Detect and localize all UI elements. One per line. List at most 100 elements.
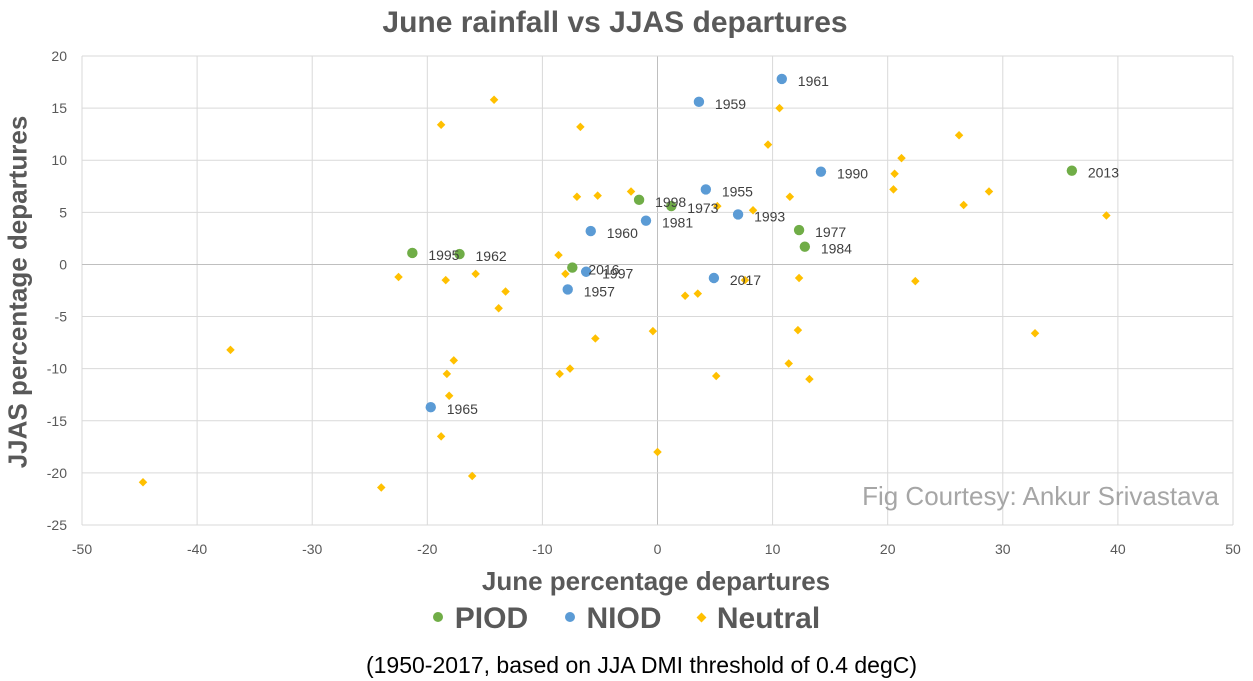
point-neutral <box>897 153 906 163</box>
point-neutral <box>984 187 994 196</box>
y-tick-label: -20 <box>47 465 67 481</box>
point-neutral <box>711 371 721 381</box>
x-tick-label: 10 <box>765 541 781 557</box>
point-neutral <box>441 275 450 285</box>
point-neutral <box>959 200 968 210</box>
point-neutral <box>793 325 803 335</box>
point-label-2013: 2013 <box>1088 165 1119 181</box>
y-tick-label: 20 <box>51 48 67 64</box>
data-points <box>138 73 1111 492</box>
y-tick-label: -5 <box>55 309 68 325</box>
point-neutral <box>494 303 503 313</box>
point-neutral <box>436 432 446 441</box>
point-neutral <box>890 169 899 179</box>
x-tick-label: -40 <box>187 541 207 557</box>
point-neutral <box>377 483 386 492</box>
chart-title: June rainfall vs JJAS departures <box>382 6 848 39</box>
point-label-1995: 1995 <box>428 247 459 263</box>
point-neutral <box>653 447 662 457</box>
point-neutral <box>226 345 235 355</box>
point-niod <box>732 209 744 220</box>
x-tick-label: -30 <box>302 541 322 557</box>
chart-legend: PIOD NIOD Neutral <box>0 602 1253 636</box>
point-niod <box>425 402 436 413</box>
point-neutral <box>593 191 602 200</box>
point-neutral <box>763 140 773 149</box>
point-neutral <box>784 359 793 368</box>
point-neutral <box>626 187 636 196</box>
point-niod <box>708 272 720 284</box>
point-label-1957: 1957 <box>584 283 615 299</box>
legend-marker-piod <box>432 612 443 623</box>
legend-marker-niod <box>564 612 575 623</box>
point-label-1984: 1984 <box>821 241 852 257</box>
point-neutral <box>785 192 795 201</box>
point-neutral <box>740 275 750 285</box>
chart-footnote: (1950-2017, based on JJA DMI threshold o… <box>365 652 918 678</box>
y-tick-label: 10 <box>51 152 67 168</box>
grid-lines <box>81 55 1234 526</box>
point-piod <box>454 248 465 260</box>
y-tick-label: 0 <box>59 256 67 272</box>
point-neutral <box>394 272 403 282</box>
point-neutral <box>576 122 585 132</box>
point-piod <box>1066 165 1078 176</box>
point-neutral <box>436 120 446 130</box>
legend-item-neutral: Neutral <box>696 602 820 636</box>
point-neutral <box>794 273 804 283</box>
point-neutral <box>889 185 898 194</box>
point-neutral <box>775 103 784 113</box>
point-piod <box>633 194 645 206</box>
point-neutral <box>680 291 690 300</box>
point-niod <box>700 184 712 195</box>
point-neutral <box>442 369 452 379</box>
x-tick-label: 30 <box>995 541 1011 557</box>
point-label-1960: 1960 <box>607 225 638 241</box>
point-piod <box>793 224 805 236</box>
x-tick-label: 40 <box>1110 541 1126 557</box>
point-neutral <box>449 356 459 365</box>
x-tick-label: 0 <box>654 541 662 557</box>
legend-label-piod: PIOD <box>454 602 529 635</box>
point-label-1965: 1965 <box>447 401 478 417</box>
legend-item-niod: NIOD <box>564 602 662 636</box>
point-label-1998: 1998 <box>655 194 686 210</box>
point-label-1981: 1981 <box>662 215 693 231</box>
point-niod <box>776 73 788 85</box>
point-niod <box>562 284 573 295</box>
point-neutral <box>444 391 454 401</box>
point-label-1962: 1962 <box>476 248 507 264</box>
x-tick-label: 50 <box>1225 541 1241 557</box>
point-label-2016: 2016 <box>588 262 619 278</box>
y-tick-label: -15 <box>47 413 67 429</box>
x-tick-label: -10 <box>532 541 552 557</box>
point-piod <box>799 241 811 252</box>
courtesy-annotation: Fig Courtesy: Ankur Srivastava <box>862 481 1219 511</box>
point-neutral <box>467 471 477 481</box>
point-label-1997: 1997 <box>602 266 633 282</box>
x-axis-title: June percentage departures <box>481 566 831 596</box>
point-label-1977: 1977 <box>815 224 846 240</box>
point-piod <box>407 247 418 259</box>
point-niod <box>580 266 592 277</box>
x-tick-label: 20 <box>880 541 896 557</box>
point-neutral <box>561 269 570 279</box>
point-label-1990: 1990 <box>837 166 868 182</box>
point-neutral <box>911 276 920 286</box>
point-label-1955: 1955 <box>722 183 753 199</box>
point-niod <box>585 225 596 237</box>
point-neutral <box>554 250 563 260</box>
point-neutral <box>648 326 658 336</box>
legend-item-piod: PIOD <box>432 602 529 636</box>
point-label-1959: 1959 <box>715 96 746 112</box>
point-label-1961: 1961 <box>798 73 829 89</box>
y-tick-label: 15 <box>51 100 67 116</box>
y-tick-label: -25 <box>47 517 67 533</box>
point-niod <box>640 215 652 226</box>
x-tick-label: -50 <box>72 541 92 557</box>
point-neutral <box>555 369 564 379</box>
point-neutral <box>572 192 582 201</box>
point-neutral <box>501 287 510 296</box>
